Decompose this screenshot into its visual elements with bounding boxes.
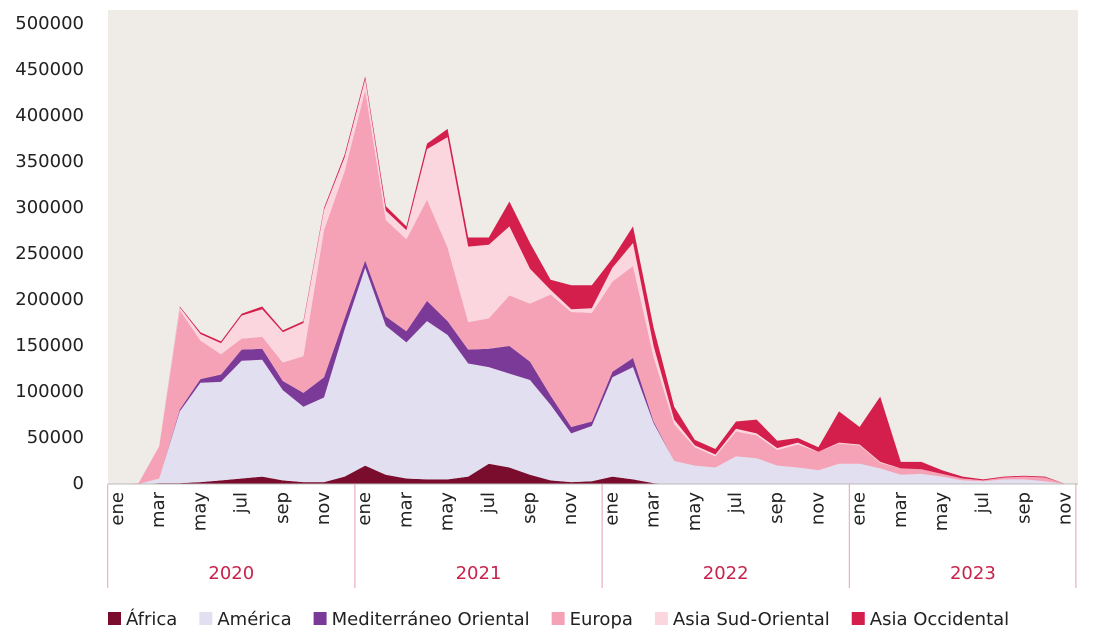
legend-label: Mediterráneo Oriental <box>332 609 530 630</box>
y-tick-label: 200000 <box>15 289 84 310</box>
year-label: 2022 <box>703 563 749 584</box>
x-tick-label: ene <box>601 492 622 526</box>
x-tick-label: ene <box>354 492 375 526</box>
legend-swatch <box>551 612 565 625</box>
year-label: 2023 <box>950 563 996 584</box>
legend-swatch <box>654 612 668 625</box>
legend-swatch <box>199 612 213 625</box>
x-tick-label: sep <box>519 492 540 524</box>
x-tick-label: jul <box>478 492 499 514</box>
legend-label: África <box>126 608 177 630</box>
x-tick-label: sep <box>1013 492 1034 524</box>
y-tick-label: 300000 <box>15 197 84 218</box>
y-tick-label: 400000 <box>15 105 84 126</box>
x-tick-label: may <box>931 492 952 532</box>
year-label: 2020 <box>208 563 254 584</box>
y-tick-label: 50000 <box>27 427 84 448</box>
area <box>118 90 1066 485</box>
x-tick-label: jul <box>725 492 746 514</box>
legend-swatch <box>313 612 327 625</box>
legend-label: Europa <box>570 609 633 630</box>
x-tick-label: may <box>684 492 705 532</box>
x-tick-label: nov <box>1055 492 1076 525</box>
x-tick-label: may <box>437 492 458 532</box>
x-tick-label: nov <box>313 492 334 525</box>
y-tick-label: 450000 <box>15 59 84 80</box>
x-tick-label: jul <box>972 492 993 514</box>
x-tick-label: mar <box>148 491 169 528</box>
x-tick-label: may <box>189 492 210 532</box>
legend-label: América <box>217 609 291 630</box>
y-tick-label: 100000 <box>15 381 84 402</box>
area <box>118 267 1066 484</box>
legend-label: Asia Sud-Oriental <box>673 609 830 630</box>
x-tick-label: mar <box>890 491 911 528</box>
x-tick-label: nov <box>560 492 581 525</box>
y-tick-label: 350000 <box>15 151 84 172</box>
area <box>118 463 1066 484</box>
legend-swatch <box>851 612 865 625</box>
y-tick-label: 500000 <box>15 13 84 34</box>
year-label: 2021 <box>456 563 502 584</box>
x-tick-label: jul <box>231 492 252 514</box>
x-tick-label: ene <box>849 492 870 526</box>
legend-swatch <box>108 612 121 625</box>
y-tick-label: 150000 <box>15 335 84 356</box>
x-tick-label: nov <box>807 492 828 525</box>
x-tick-label: sep <box>272 492 293 524</box>
y-tick-label: 0 <box>73 473 84 494</box>
legend-label: Asia Occidental <box>870 609 1009 630</box>
x-tick-label: mar <box>643 491 664 528</box>
x-tick-label: ene <box>107 492 128 526</box>
y-tick-label: 250000 <box>15 243 84 264</box>
x-tick-label: mar <box>395 491 416 528</box>
x-tick-label: sep <box>766 492 787 524</box>
